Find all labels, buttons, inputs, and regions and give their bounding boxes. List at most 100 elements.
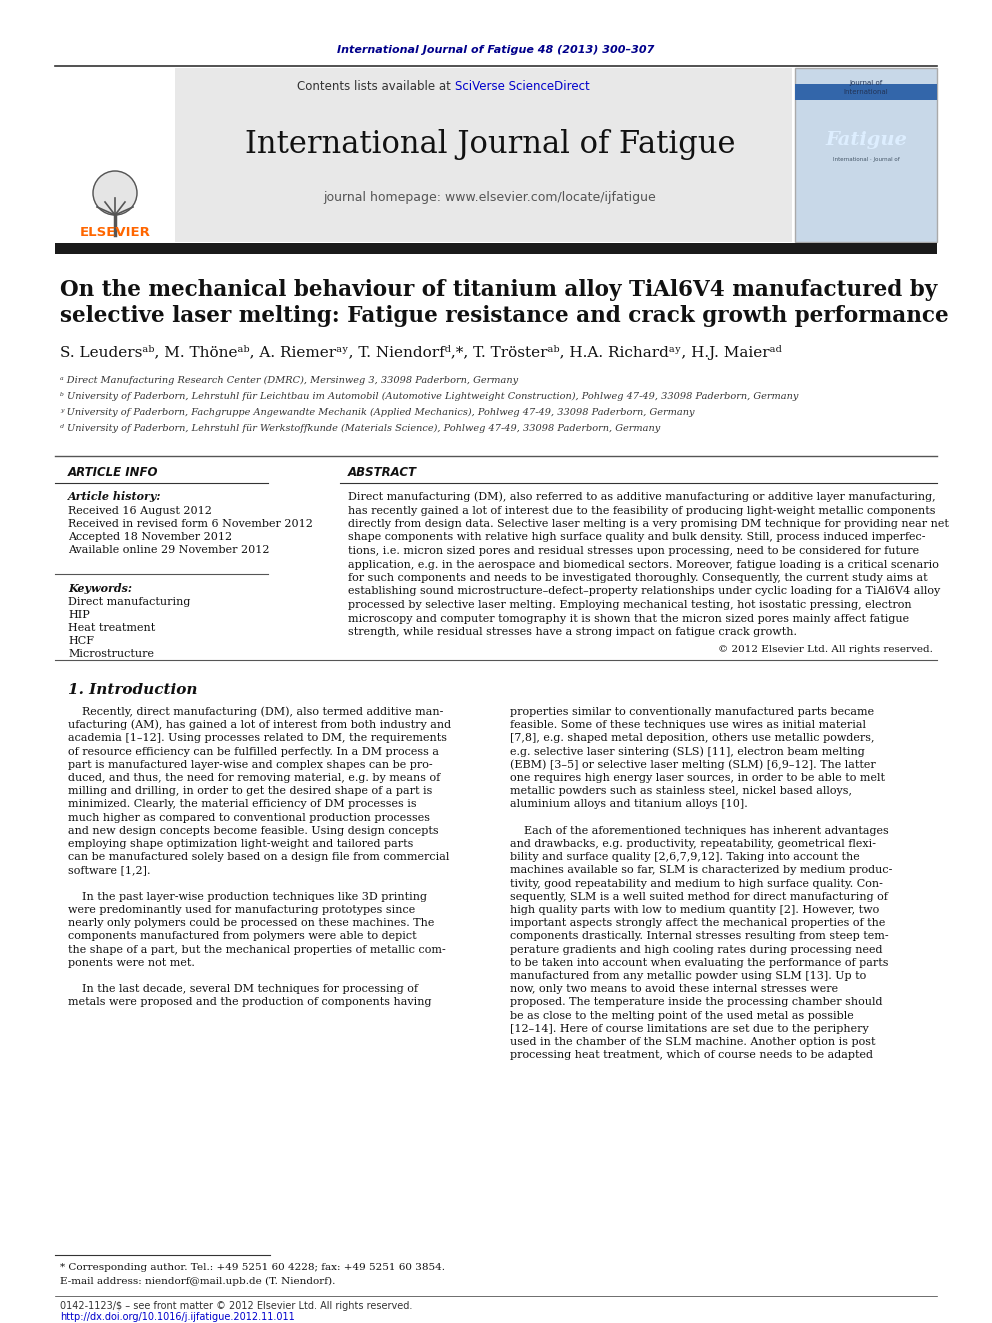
Text: © 2012 Elsevier Ltd. All rights reserved.: © 2012 Elsevier Ltd. All rights reserved… [718, 646, 933, 654]
Text: of resource efficiency can be fulfilled perfectly. In a DM process a: of resource efficiency can be fulfilled … [68, 746, 439, 757]
Text: International: International [843, 89, 889, 95]
Text: ponents were not met.: ponents were not met. [68, 958, 194, 968]
Text: Received in revised form 6 November 2012: Received in revised form 6 November 2012 [68, 519, 312, 529]
Text: properties similar to conventionally manufactured parts became: properties similar to conventionally man… [510, 706, 874, 717]
Text: used in the chamber of the SLM machine. Another option is post: used in the chamber of the SLM machine. … [510, 1037, 876, 1046]
Text: Direct manufacturing (DM), also referred to as additive manufacturing or additiv: Direct manufacturing (DM), also referred… [348, 492, 935, 503]
Text: On the mechanical behaviour of titanium alloy TiAl6V4 manufactured by: On the mechanical behaviour of titanium … [60, 279, 937, 302]
Text: Accepted 18 November 2012: Accepted 18 November 2012 [68, 532, 232, 542]
Text: 1. Introduction: 1. Introduction [68, 683, 197, 697]
Text: Available online 29 November 2012: Available online 29 November 2012 [68, 545, 270, 556]
Text: application, e.g. in the aerospace and biomedical sectors. Moreover, fatigue loa: application, e.g. in the aerospace and b… [348, 560, 938, 569]
Text: ᵈ University of Paderborn, Lehrstuhl für Werkstoffkunde (Materials Science), Poh: ᵈ University of Paderborn, Lehrstuhl für… [60, 423, 661, 433]
Text: can be manufactured solely based on a design file from commercial: can be manufactured solely based on a de… [68, 852, 449, 863]
Text: ᵃ Direct Manufacturing Research Center (DMRC), Mersinweg 3, 33098 Paderborn, Ger: ᵃ Direct Manufacturing Research Center (… [60, 376, 518, 385]
Text: academia [1–12]. Using processes related to DM, the requirements: academia [1–12]. Using processes related… [68, 733, 447, 744]
Text: International Journal of Fatigue: International Journal of Fatigue [245, 130, 735, 160]
Text: processed by selective laser melting. Employing mechanical testing, hot isostati: processed by selective laser melting. Em… [348, 601, 912, 610]
Text: components drastically. Internal stresses resulting from steep tem-: components drastically. Internal stresse… [510, 931, 889, 942]
Text: selective laser melting: Fatigue resistance and crack growth performance: selective laser melting: Fatigue resista… [60, 306, 948, 327]
Text: software [1,2].: software [1,2]. [68, 865, 151, 876]
Text: Direct manufacturing: Direct manufacturing [68, 597, 190, 607]
Text: Journal of: Journal of [849, 79, 883, 86]
Text: strength, while residual stresses have a strong impact on fatigue crack growth.: strength, while residual stresses have a… [348, 627, 797, 636]
Text: ʸ University of Paderborn, Fachgruppe Angewandte Mechanik (Applied Mechanics), P: ʸ University of Paderborn, Fachgruppe An… [60, 407, 694, 417]
Text: E-mail address: niendorf@mail.upb.de (T. Niendorf).: E-mail address: niendorf@mail.upb.de (T.… [60, 1277, 335, 1286]
Text: e.g. selective laser sintering (SLS) [11], electron beam melting: e.g. selective laser sintering (SLS) [11… [510, 746, 865, 757]
Text: Received 16 August 2012: Received 16 August 2012 [68, 505, 212, 516]
Text: the shape of a part, but the mechanical properties of metallic com-: the shape of a part, but the mechanical … [68, 945, 445, 955]
Text: sequently, SLM is a well suited method for direct manufacturing of: sequently, SLM is a well suited method f… [510, 892, 888, 902]
Text: [12–14]. Here of course limitations are set due to the periphery: [12–14]. Here of course limitations are … [510, 1024, 869, 1033]
Text: tions, i.e. micron sized pores and residual stresses upon processing, need to be: tions, i.e. micron sized pores and resid… [348, 546, 920, 556]
Text: ABSTRACT: ABSTRACT [348, 467, 417, 479]
Bar [55, 243, 937, 254]
Text: minimized. Clearly, the material efficiency of DM processes is: minimized. Clearly, the material efficie… [68, 799, 417, 810]
Text: journal homepage: www.elsevier.com/locate/ijfatigue: journal homepage: www.elsevier.com/locat… [323, 192, 657, 205]
Text: proposed. The temperature inside the processing chamber should: proposed. The temperature inside the pro… [510, 998, 883, 1007]
Text: aluminium alloys and titanium alloys [10].: aluminium alloys and titanium alloys [10… [510, 799, 748, 810]
Text: SciVerse ScienceDirect: SciVerse ScienceDirect [455, 79, 590, 93]
Text: important aspects strongly affect the mechanical properties of the: important aspects strongly affect the me… [510, 918, 886, 929]
Text: perature gradients and high cooling rates during processing need: perature gradients and high cooling rate… [510, 945, 883, 955]
Text: ARTICLE INFO: ARTICLE INFO [68, 467, 159, 479]
Text: S. Leudersᵃᵇ, M. Thöneᵃᵇ, A. Riemerᵃʸ, T. Niendorfᵈ,*, T. Trösterᵃᵇ, H.A. Richar: S. Leudersᵃᵇ, M. Thöneᵃᵇ, A. Riemerᵃʸ, T… [60, 345, 782, 360]
Text: machines available so far, SLM is characterized by medium produc-: machines available so far, SLM is charac… [510, 865, 893, 876]
Text: nearly only polymers could be processed on these machines. The: nearly only polymers could be processed … [68, 918, 434, 929]
Text: shape components with relative high surface quality and bulk density. Still, pro: shape components with relative high surf… [348, 532, 926, 542]
Text: International · Journal of: International · Journal of [832, 157, 900, 163]
Text: http://dx.doi.org/10.1016/j.ijfatigue.2012.11.011: http://dx.doi.org/10.1016/j.ijfatigue.20… [60, 1312, 295, 1322]
Text: establishing sound microstructure–defect–property relationships under cyclic loa: establishing sound microstructure–defect… [348, 586, 940, 597]
Text: directly from design data. Selective laser melting is a very promising DM techni: directly from design data. Selective las… [348, 519, 949, 529]
Text: ELSEVIER: ELSEVIER [79, 225, 151, 238]
Text: Keywords:: Keywords: [68, 582, 132, 594]
Text: ᵇ University of Paderborn, Lehrstuhl für Leichtbau im Automobil (Automotive Ligh: ᵇ University of Paderborn, Lehrstuhl für… [60, 392, 799, 401]
Text: HIP: HIP [68, 610, 89, 620]
Bar [175, 67, 792, 242]
Text: International Journal of Fatigue 48 (2013) 300–307: International Journal of Fatigue 48 (201… [337, 45, 655, 56]
Text: were predominantly used for manufacturing prototypes since: were predominantly used for manufacturin… [68, 905, 416, 916]
Text: Article history:: Article history: [68, 492, 162, 503]
Text: Heat treatment: Heat treatment [68, 623, 156, 632]
Text: has recently gained a lot of interest due to the feasibility of producing light-: has recently gained a lot of interest du… [348, 505, 935, 516]
Text: * Corresponding author. Tel.: +49 5251 60 4228; fax: +49 5251 60 3854.: * Corresponding author. Tel.: +49 5251 6… [60, 1262, 445, 1271]
Circle shape [93, 171, 137, 216]
Bar [795, 67, 937, 242]
Text: bility and surface quality [2,6,7,9,12]. Taking into account the: bility and surface quality [2,6,7,9,12].… [510, 852, 860, 863]
Text: much higher as compared to conventional production processes: much higher as compared to conventional … [68, 812, 430, 823]
Text: be as close to the melting point of the used metal as possible: be as close to the melting point of the … [510, 1011, 854, 1020]
Text: [7,8], e.g. shaped metal deposition, others use metallic powders,: [7,8], e.g. shaped metal deposition, oth… [510, 733, 875, 744]
Text: processing heat treatment, which of course needs to be adapted: processing heat treatment, which of cour… [510, 1050, 873, 1060]
Bar [795, 83, 937, 101]
Text: and new design concepts become feasible. Using design concepts: and new design concepts become feasible.… [68, 826, 438, 836]
Text: metals were proposed and the production of components having: metals were proposed and the production … [68, 998, 432, 1007]
Text: 0142-1123/$ – see front matter © 2012 Elsevier Ltd. All rights reserved.: 0142-1123/$ – see front matter © 2012 El… [60, 1301, 413, 1311]
Text: components manufactured from polymers were able to depict: components manufactured from polymers we… [68, 931, 417, 942]
Text: ufacturing (AM), has gained a lot of interest from both industry and: ufacturing (AM), has gained a lot of int… [68, 720, 451, 730]
Text: (EBM) [3–5] or selective laser melting (SLM) [6,9–12]. The latter: (EBM) [3–5] or selective laser melting (… [510, 759, 876, 770]
Text: Each of the aforementioned techniques has inherent advantages: Each of the aforementioned techniques ha… [510, 826, 889, 836]
Text: Fatigue: Fatigue [825, 131, 907, 149]
Text: Recently, direct manufacturing (DM), also termed additive man-: Recently, direct manufacturing (DM), als… [68, 706, 443, 717]
Text: employing shape optimization light-weight and tailored parts: employing shape optimization light-weigh… [68, 839, 414, 849]
Text: feasible. Some of these techniques use wires as initial material: feasible. Some of these techniques use w… [510, 720, 866, 730]
Text: now, only two means to avoid these internal stresses were: now, only two means to avoid these inter… [510, 984, 838, 994]
Text: for such components and needs to be investigated thoroughly. Consequently, the c: for such components and needs to be inve… [348, 573, 928, 583]
Bar [55, 67, 175, 242]
Text: duced, and thus, the need for removing material, e.g. by means of: duced, and thus, the need for removing m… [68, 773, 440, 783]
Text: high quality parts with low to medium quantity [2]. However, two: high quality parts with low to medium qu… [510, 905, 879, 916]
Text: milling and drilling, in order to get the desired shape of a part is: milling and drilling, in order to get th… [68, 786, 433, 796]
Text: microscopy and computer tomography it is shown that the micron sized pores mainl: microscopy and computer tomography it is… [348, 614, 909, 623]
Text: metallic powders such as stainless steel, nickel based alloys,: metallic powders such as stainless steel… [510, 786, 852, 796]
Text: to be taken into account when evaluating the performance of parts: to be taken into account when evaluating… [510, 958, 889, 968]
Text: In the last decade, several DM techniques for processing of: In the last decade, several DM technique… [68, 984, 418, 994]
Text: and drawbacks, e.g. productivity, repeatability, geometrical flexi-: and drawbacks, e.g. productivity, repeat… [510, 839, 876, 849]
Text: manufactured from any metallic powder using SLM [13]. Up to: manufactured from any metallic powder us… [510, 971, 866, 980]
Text: In the past layer-wise production techniques like 3D printing: In the past layer-wise production techni… [68, 892, 427, 902]
Text: tivity, good repeatability and medium to high surface quality. Con-: tivity, good repeatability and medium to… [510, 878, 883, 889]
Text: one requires high energy laser sources, in order to be able to melt: one requires high energy laser sources, … [510, 773, 885, 783]
Text: part is manufactured layer-wise and complex shapes can be pro-: part is manufactured layer-wise and comp… [68, 759, 433, 770]
Text: Contents lists available at: Contents lists available at [298, 79, 455, 93]
Text: HCF: HCF [68, 636, 94, 646]
Text: Microstructure: Microstructure [68, 650, 154, 659]
